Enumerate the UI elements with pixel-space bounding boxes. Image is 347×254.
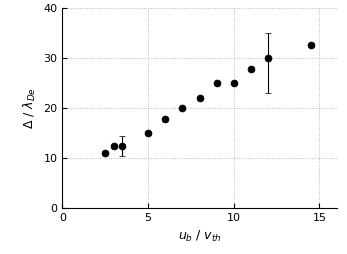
Y-axis label: $\Delta$ / $\lambda_{De}$: $\Delta$ / $\lambda_{De}$ [22, 87, 38, 129]
X-axis label: $u_b$ / $v_{th}$: $u_b$ / $v_{th}$ [178, 229, 221, 244]
